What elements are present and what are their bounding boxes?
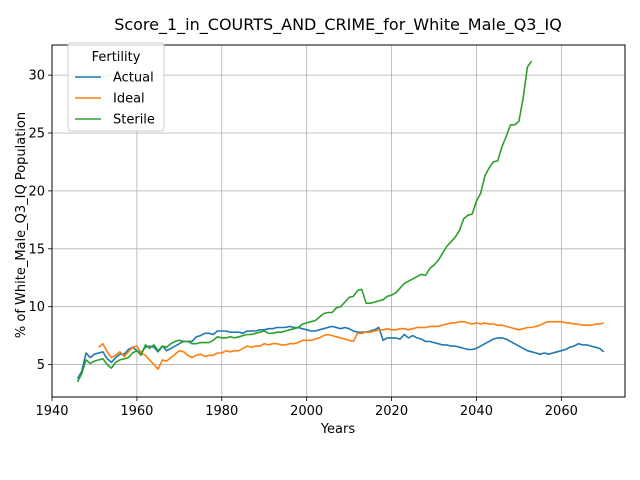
x-tick-label: 1960: [120, 404, 153, 419]
y-tick-label: 30: [28, 69, 45, 84]
plot-area-frame: [51, 44, 626, 398]
y-axis-ticks: 5 10 15 20 25 30: [28, 69, 52, 373]
x-tick-label: 1980: [205, 404, 238, 419]
y-tick-label: 15: [28, 242, 45, 257]
legend-box: [67, 42, 165, 132]
x-tick-label: 2040: [460, 404, 493, 419]
legend-title: Fertility: [92, 50, 141, 65]
y-tick-label: 10: [28, 300, 45, 315]
series-line-ideal: [98, 320, 605, 371]
series-line-actual: [76, 325, 605, 379]
x-axis-ticks: 1940 1960 1980 2000 2020 2040 2060: [35, 397, 578, 419]
y-tick-label: 20: [28, 184, 45, 199]
series-line-sterile: [76, 60, 533, 383]
x-axis-label: Years: [320, 422, 356, 437]
grid-lines: [51, 45, 625, 397]
x-tick-label: 1940: [35, 404, 68, 419]
series-lines: [76, 60, 605, 383]
y-tick-label: 25: [28, 127, 45, 142]
y-axis-label: % of White_Male_Q3_IQ Population: [14, 112, 29, 338]
x-tick-label: 2060: [545, 404, 578, 419]
legend: Fertility Actual Ideal Sterile: [67, 42, 165, 132]
x-tick-label: 2020: [375, 404, 408, 419]
x-tick-label: 2000: [290, 404, 323, 419]
y-tick-label: 5: [37, 358, 45, 373]
chart-title: Score_1_in_COURTS_AND_CRIME_for_White_Ma…: [114, 15, 562, 35]
legend-label-actual: Actual: [113, 71, 154, 86]
legend-label-ideal: Ideal: [113, 92, 145, 107]
legend-label-sterile: Sterile: [113, 113, 155, 128]
